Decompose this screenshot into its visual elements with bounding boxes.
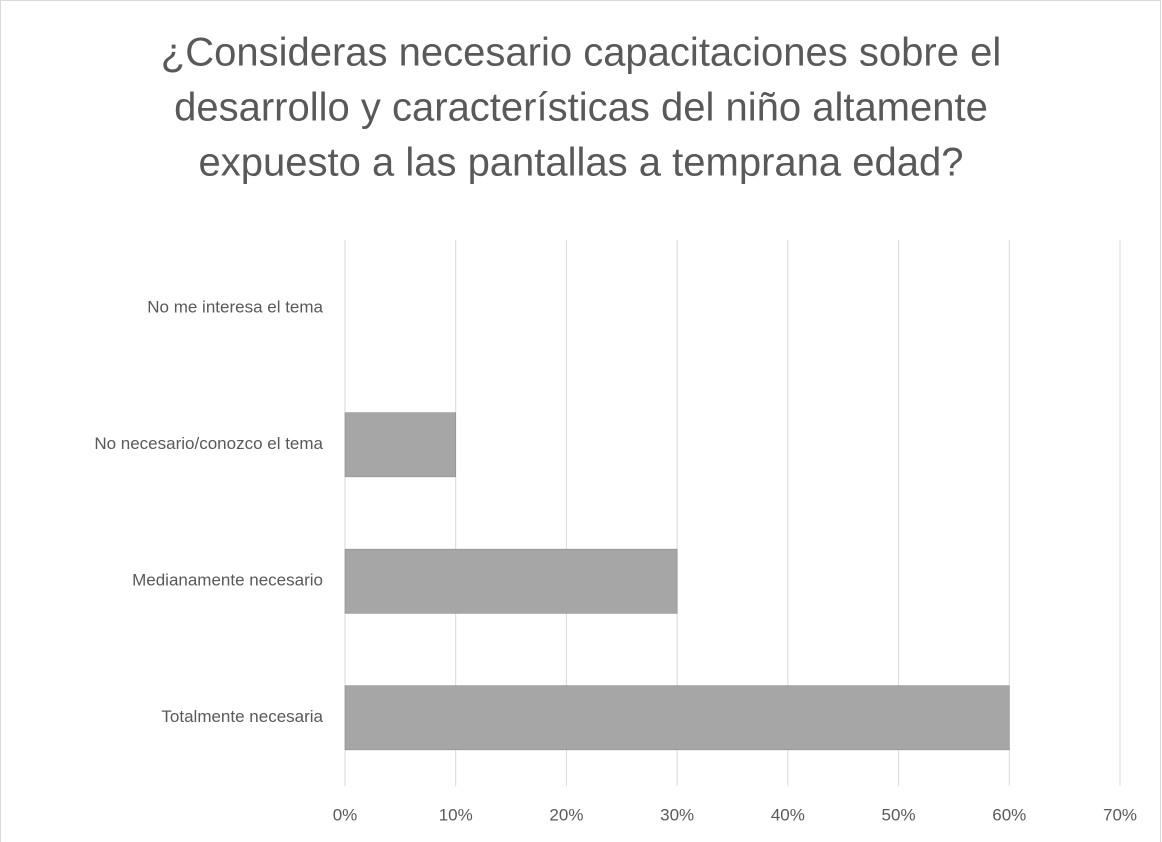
chart-title: expuesto a las pantallas a temprana edad… [199,141,964,185]
x-tick-label: 60% [992,805,1026,824]
x-tick-label: 70% [1103,805,1137,824]
chart-title: ¿Consideras necesario capacitaciones sob… [161,31,1001,75]
x-tick-label: 50% [882,805,916,824]
y-tick-label: Medianamente necesario [132,571,323,590]
y-tick-label: No necesario/conozco el tema [94,434,323,453]
y-tick-label: No me interesa el tema [147,298,323,317]
bar [344,548,678,614]
x-tick-label: 10% [439,805,473,824]
x-tick-label: 40% [771,805,805,824]
x-tick-label: 30% [660,805,694,824]
x-tick-label: 0% [333,805,358,824]
chart-title: desarrollo y características del niño al… [174,86,988,130]
y-tick-label: Totalmente necesaria [161,707,323,726]
x-tick-label: 20% [549,805,583,824]
bar [344,412,457,478]
bar [344,685,1010,751]
